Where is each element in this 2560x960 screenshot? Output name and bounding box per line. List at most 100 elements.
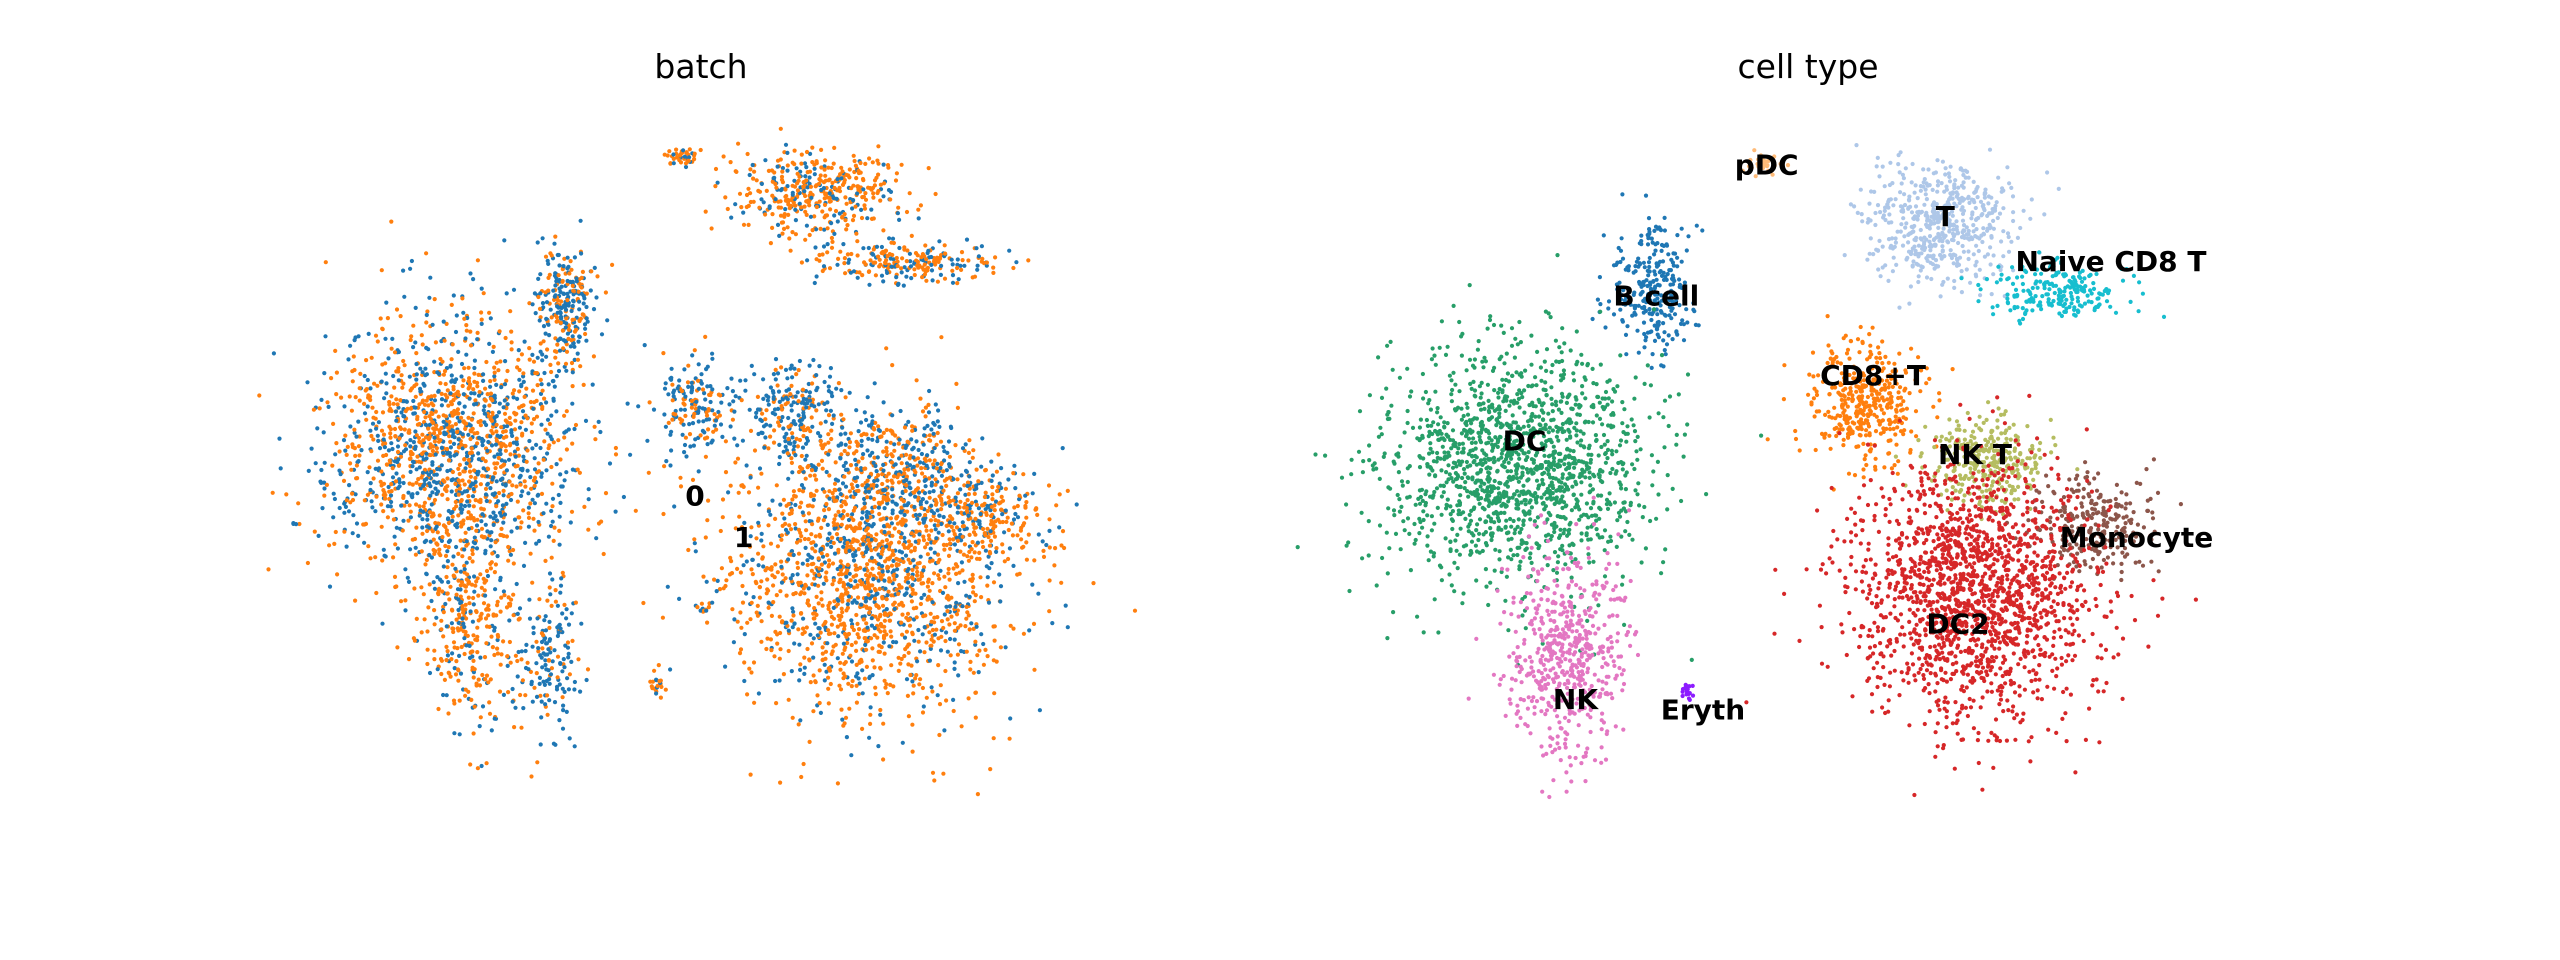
point-batch-0 bbox=[795, 572, 800, 577]
point-batch-0 bbox=[493, 442, 499, 447]
point-batch-1 bbox=[749, 600, 754, 605]
point-batch-0 bbox=[481, 408, 486, 413]
point-batch-1 bbox=[749, 670, 754, 675]
point-batch-0 bbox=[381, 437, 386, 442]
point-batch-1 bbox=[684, 150, 689, 155]
point-batch-1 bbox=[425, 309, 430, 314]
point-batch-0 bbox=[511, 287, 517, 292]
point-batch-1 bbox=[985, 526, 990, 531]
point-batch-0 bbox=[843, 442, 848, 447]
point-batch-0 bbox=[822, 227, 827, 232]
point-batch-0 bbox=[948, 503, 953, 508]
point-batch-1 bbox=[396, 369, 401, 374]
point-batch-1 bbox=[855, 441, 861, 446]
point-batch-0 bbox=[804, 223, 810, 228]
point-batch-1 bbox=[456, 551, 461, 557]
point-batch-0 bbox=[558, 314, 564, 319]
point-batch-1 bbox=[508, 660, 513, 665]
point-batch-1 bbox=[857, 627, 862, 632]
point-batch-1 bbox=[462, 366, 467, 371]
point-batch-0 bbox=[309, 446, 314, 451]
point-batch-1 bbox=[453, 499, 458, 505]
point-batch-1 bbox=[896, 591, 901, 597]
point-batch-0 bbox=[1065, 625, 1070, 630]
point-batch-1 bbox=[532, 483, 537, 488]
point-batch-0 bbox=[781, 449, 786, 454]
point-batch-0 bbox=[625, 401, 630, 406]
point-batch-0 bbox=[478, 655, 483, 660]
point-batch-0 bbox=[564, 607, 569, 612]
point-batch-1 bbox=[1021, 631, 1026, 636]
point-batch-1 bbox=[844, 227, 849, 232]
point-batch-1 bbox=[350, 497, 356, 503]
point-batch-1 bbox=[369, 355, 374, 360]
point-batch-1 bbox=[842, 256, 848, 261]
point-batch-0 bbox=[532, 501, 538, 506]
point-batch-1 bbox=[371, 415, 376, 420]
point-batch-1 bbox=[464, 328, 469, 333]
point-batch-1 bbox=[685, 380, 691, 385]
point-batch-0 bbox=[922, 426, 927, 431]
point-batch-0 bbox=[869, 594, 875, 599]
point-batch-0 bbox=[464, 352, 469, 357]
point-batch-1 bbox=[975, 792, 981, 797]
point-batch-0 bbox=[534, 661, 539, 666]
point-batch-0 bbox=[527, 597, 532, 602]
point-batch-0 bbox=[922, 433, 927, 438]
point-batch-1 bbox=[795, 171, 800, 176]
point-batch-0 bbox=[512, 449, 518, 454]
point-batch-0 bbox=[688, 444, 693, 449]
point-batch-1 bbox=[391, 555, 396, 560]
point-batch-1 bbox=[397, 436, 402, 441]
point-batch-1 bbox=[325, 400, 330, 405]
point-batch-1 bbox=[374, 409, 379, 415]
point-batch-1 bbox=[876, 424, 881, 429]
point-batch-0 bbox=[811, 497, 816, 502]
point-batch-1 bbox=[472, 379, 477, 384]
point-batch-1 bbox=[424, 320, 429, 325]
point-batch-1 bbox=[829, 235, 835, 241]
point-batch-1 bbox=[896, 472, 902, 477]
point-batch-1 bbox=[803, 237, 808, 242]
point-batch-0 bbox=[930, 449, 935, 454]
point-batch-0 bbox=[668, 667, 673, 672]
point-batch-1 bbox=[783, 194, 788, 199]
point-batch-0 bbox=[668, 463, 673, 468]
point-batch-1 bbox=[650, 686, 655, 691]
point-batch-1 bbox=[741, 222, 747, 227]
point-batch-1 bbox=[425, 647, 430, 652]
point-batch-0 bbox=[555, 625, 560, 630]
point-batch-1 bbox=[927, 559, 933, 564]
point-batch-1 bbox=[546, 446, 551, 451]
point-batch-1 bbox=[713, 166, 719, 172]
point-batch-1 bbox=[941, 625, 946, 631]
point-batch-1 bbox=[527, 301, 532, 306]
point-batch-0 bbox=[827, 374, 833, 379]
point-batch-0 bbox=[406, 579, 412, 585]
point-batch-1 bbox=[613, 445, 619, 451]
point-batch-0 bbox=[613, 509, 618, 514]
point-batch-1 bbox=[746, 203, 751, 208]
point-batch-1 bbox=[832, 185, 837, 191]
point-batch-1 bbox=[805, 170, 810, 175]
point-batch-0 bbox=[703, 397, 708, 402]
point-batch-0 bbox=[516, 348, 521, 353]
point-batch-1 bbox=[827, 473, 832, 478]
point-batch-1 bbox=[1004, 519, 1009, 525]
point-batch-0 bbox=[807, 175, 812, 180]
point-batch-0 bbox=[962, 263, 967, 268]
point-batch-1 bbox=[515, 463, 520, 468]
point-batch-1 bbox=[835, 587, 840, 592]
point-batch-0 bbox=[879, 244, 885, 250]
point-batch-1 bbox=[798, 538, 803, 543]
point-batch-1 bbox=[840, 169, 845, 174]
point-batch-1 bbox=[480, 456, 485, 461]
point-batch-1 bbox=[535, 383, 540, 388]
point-batch-0 bbox=[422, 383, 427, 388]
point-batch-0 bbox=[462, 624, 467, 630]
point-batch-1 bbox=[380, 326, 385, 331]
point-batch-0 bbox=[856, 429, 861, 434]
point-batch-1 bbox=[852, 528, 857, 534]
point-batch-0 bbox=[808, 214, 814, 219]
point-batch-0 bbox=[824, 669, 829, 674]
